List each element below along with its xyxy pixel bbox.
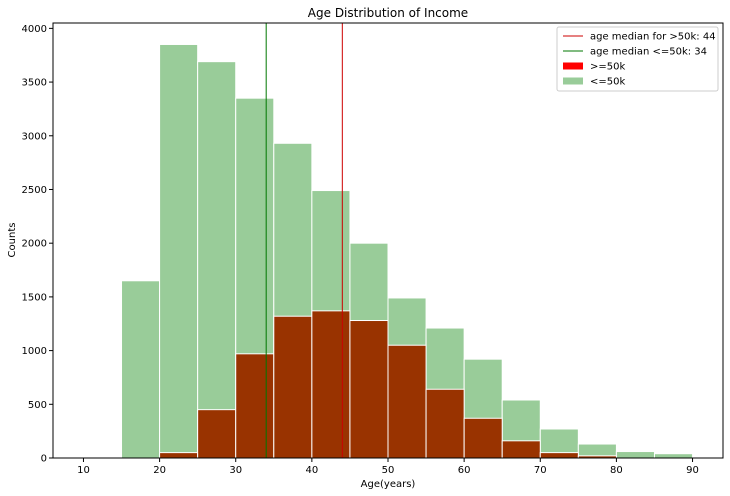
legend-label: <=50k [590, 77, 625, 88]
bar-ge-50k [273, 315, 313, 459]
y-tick-label: 2500 [22, 185, 47, 196]
x-tick-label: 60 [458, 465, 471, 476]
y-tick-label: 1500 [22, 292, 47, 303]
bar-ge-50k [311, 310, 351, 459]
bar-ge-50k [349, 320, 389, 459]
legend-label: age median for >50k: 44 [590, 32, 716, 43]
x-tick-label: 90 [686, 465, 699, 476]
bar-ge-50k [425, 388, 465, 459]
x-tick-label: 40 [305, 465, 318, 476]
bar-ge-50k [539, 452, 579, 459]
x-tick-label: 20 [153, 465, 166, 476]
y-axis-label: Counts [7, 223, 18, 258]
y-tick-label: 3500 [22, 78, 47, 89]
chart-title: Age Distribution of Income [308, 6, 468, 20]
bar-le-50k [615, 451, 655, 459]
y-tick-label: 4000 [22, 24, 47, 35]
x-tick-label: 80 [610, 465, 623, 476]
bar-le-50k [159, 43, 199, 459]
bar-le-50k [653, 453, 694, 459]
x-axis-label: Age(years) [361, 479, 416, 490]
x-tick-label: 70 [534, 465, 547, 476]
bar-le-50k [197, 61, 237, 459]
legend-box [556, 26, 719, 92]
x-tick-label: 30 [229, 465, 242, 476]
legend: age median for >50k: 44 age median <=50k:… [556, 26, 719, 92]
x-tick-label: 50 [382, 465, 395, 476]
legend-patch-swatch [563, 62, 583, 70]
y-tick-label: 2000 [22, 239, 47, 250]
bar-ge-50k [387, 344, 427, 459]
y-tick-label: 3000 [22, 131, 47, 142]
plot-area: 10 20 30 40 50 60 70 80 90 0 500 1000 1500 2000 2500 30… [22, 22, 724, 476]
legend-label: age median <=50k: 34 [590, 47, 707, 58]
bar-ge-50k [463, 417, 503, 459]
bar-ge-50k [159, 452, 199, 459]
bar-ge-50k [197, 409, 237, 459]
bar-ge-50k [501, 440, 541, 459]
y-tick-label: 1000 [22, 346, 47, 357]
bar-ge-50k [235, 353, 275, 459]
legend-patch-swatch [563, 77, 583, 85]
y-tick-label: 0 [41, 454, 47, 465]
legend-label: >=50k [590, 62, 625, 73]
x-tick-label: 10 [77, 465, 90, 476]
bar-le-50k [121, 280, 161, 459]
y-tick-label: 500 [28, 400, 47, 411]
